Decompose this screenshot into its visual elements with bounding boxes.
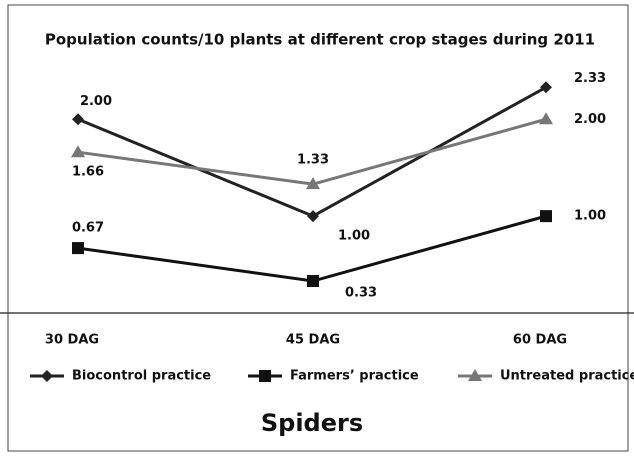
data-label: 0.67 — [72, 221, 104, 236]
marker — [72, 113, 84, 126]
data-label: 1.00 — [574, 209, 606, 224]
data-label: 2.00 — [80, 94, 112, 109]
data-label: 1.33 — [297, 153, 329, 168]
x-tick-label: 60 DAG — [513, 333, 567, 348]
marker — [259, 370, 271, 382]
series-line — [77, 214, 547, 283]
x-tick-label: 30 DAG — [45, 333, 99, 348]
marker — [307, 210, 319, 223]
data-label: 0.33 — [345, 286, 377, 301]
data-label: 2.00 — [574, 112, 606, 127]
marker — [41, 370, 53, 382]
data-label: 1.66 — [72, 165, 104, 180]
data-label: 1.00 — [338, 229, 370, 244]
marker — [71, 145, 85, 158]
x-axis-label: Spiders — [261, 409, 363, 437]
legend-label: Untreated practice — [500, 369, 634, 384]
marker — [306, 177, 320, 190]
chart-title: Population counts/10 plants at different… — [45, 31, 595, 49]
marker — [540, 210, 552, 223]
frame — [7, 4, 629, 452]
marker — [307, 275, 319, 288]
legend-label: Biocontrol practice — [72, 369, 211, 384]
marker — [72, 242, 84, 255]
marker — [468, 369, 482, 381]
x-tick-label: 45 DAG — [286, 333, 340, 348]
marker — [540, 81, 552, 94]
data-label: 2.33 — [574, 71, 606, 86]
marker — [539, 112, 553, 125]
legend-label: Farmers’ practice — [290, 369, 419, 384]
